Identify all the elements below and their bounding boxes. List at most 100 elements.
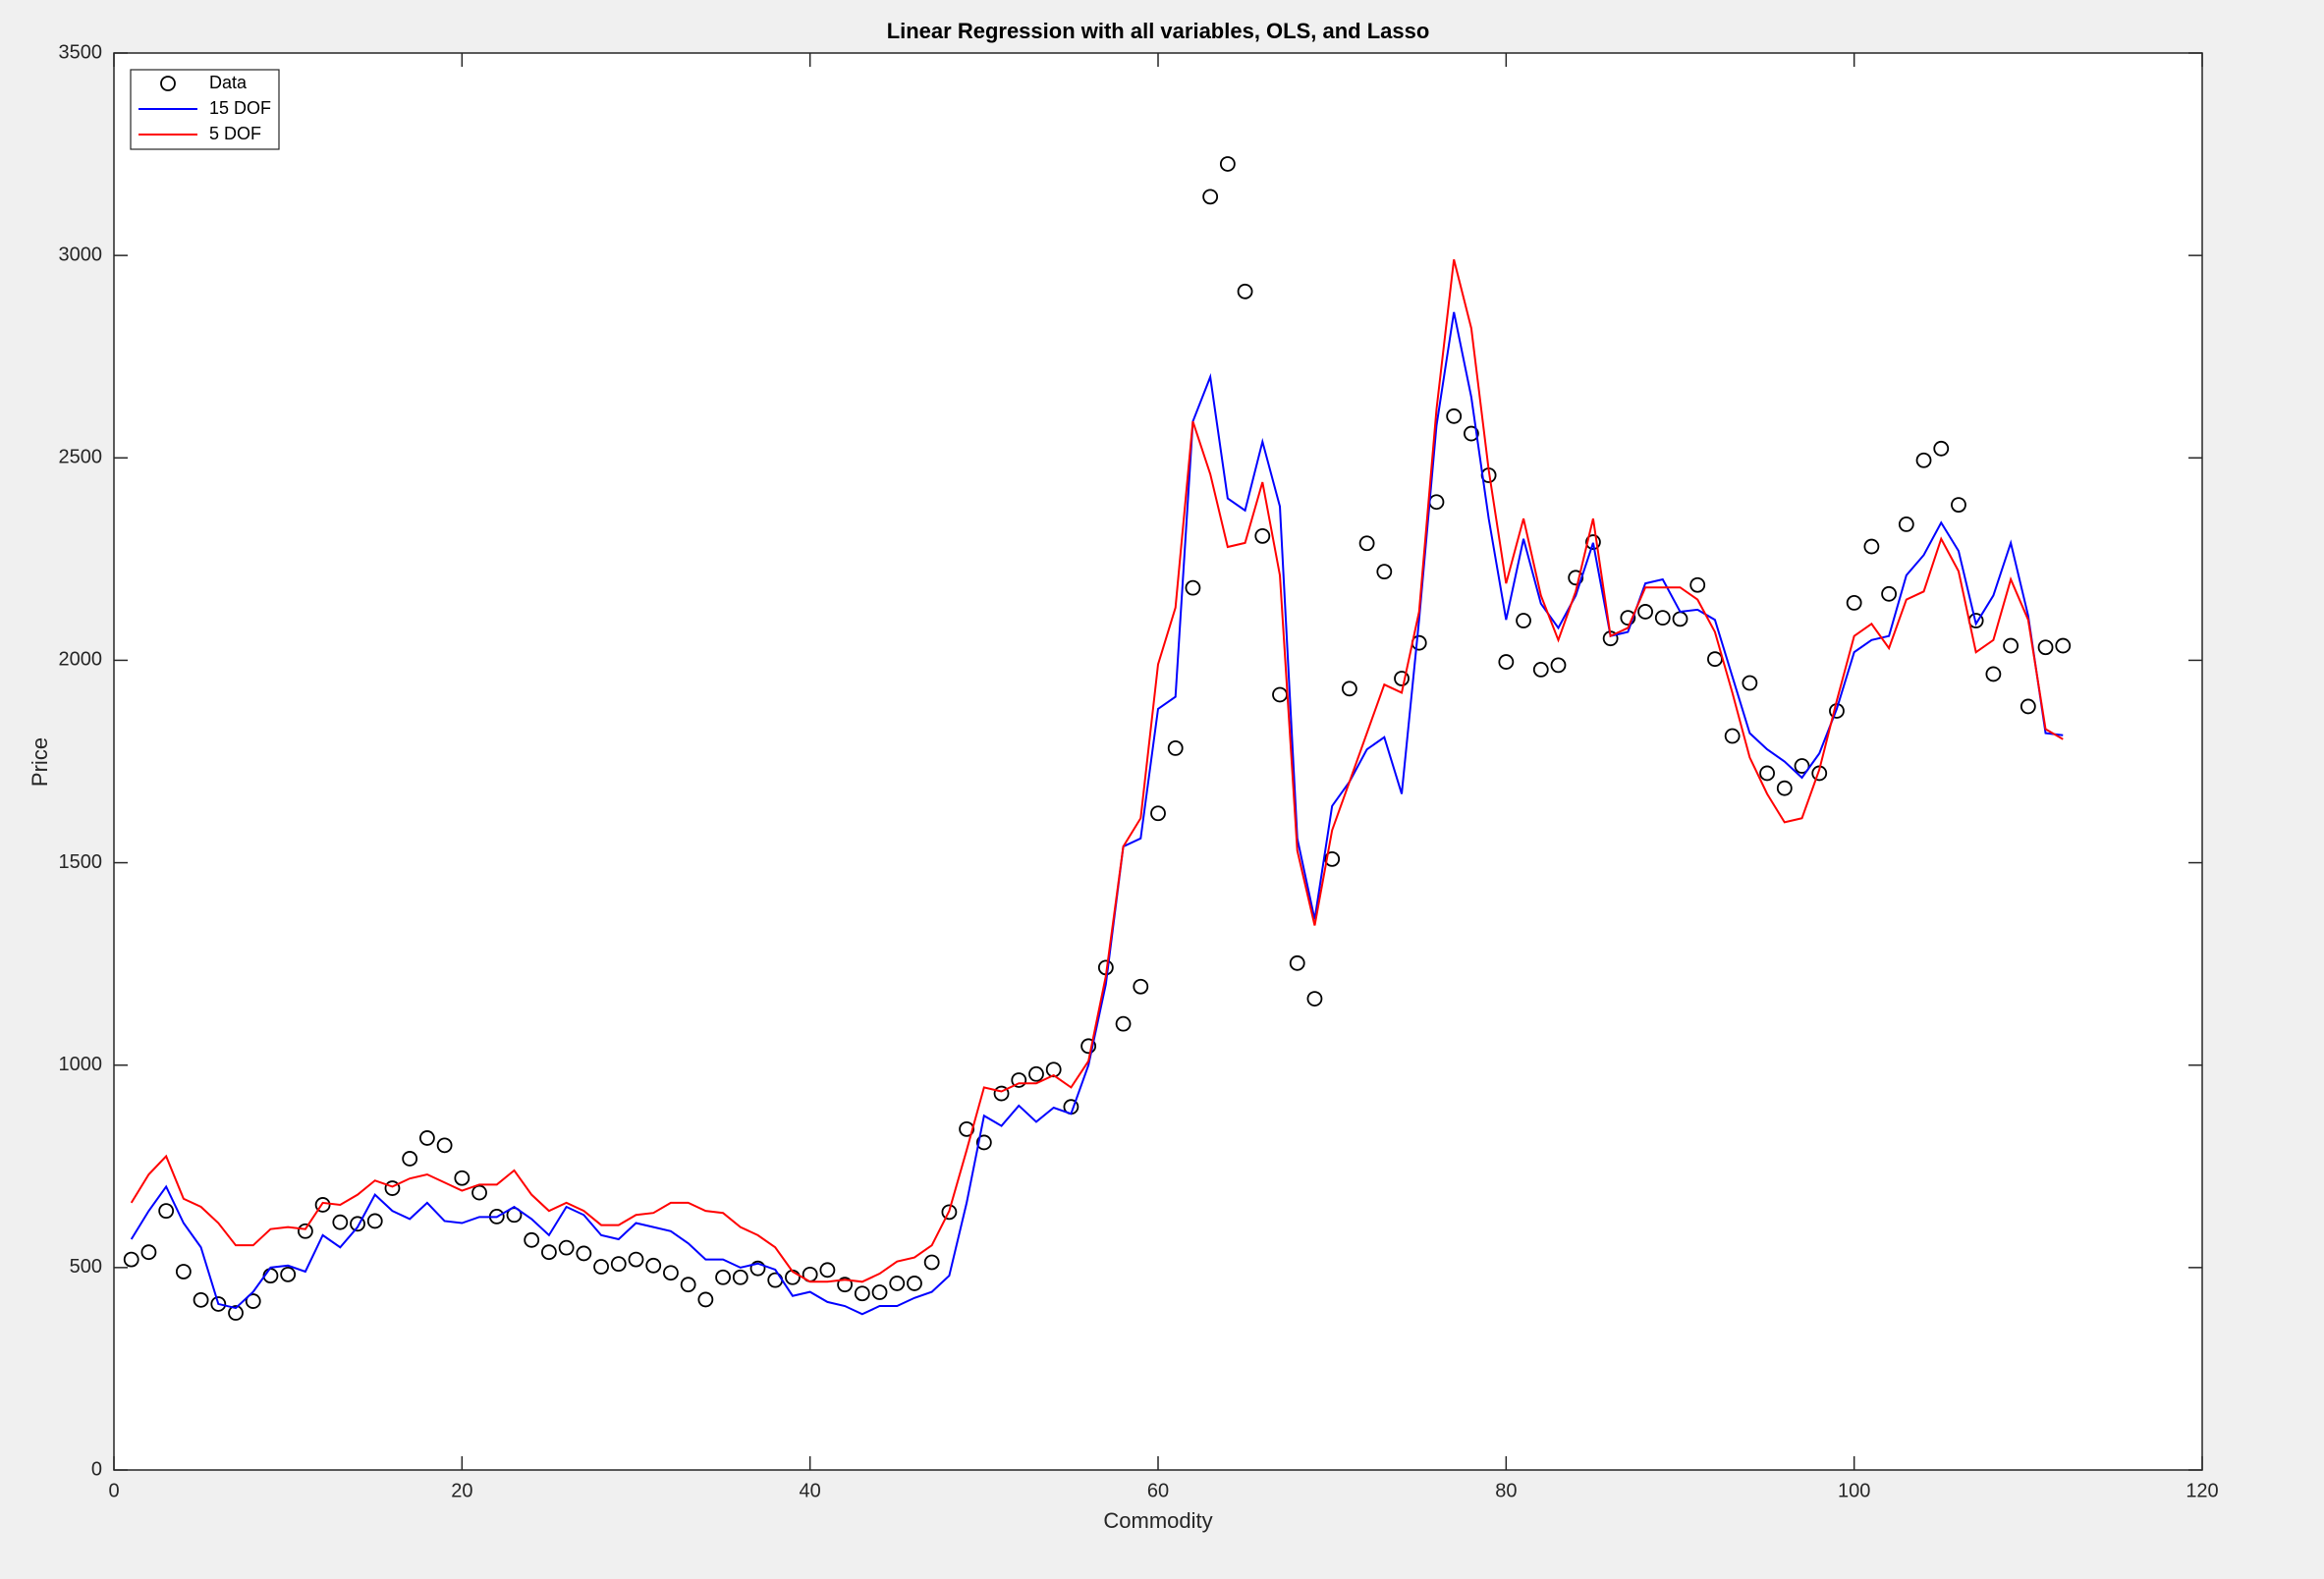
data-point [210,1296,227,1312]
data-point [175,1264,192,1280]
legend-label: 5 DOF [209,124,261,143]
data-point [1358,535,1375,552]
data-point [680,1277,696,1293]
data-point [715,1269,731,1285]
plot-area [114,53,2202,1470]
data-point [1759,765,1775,782]
data-point [1794,758,1810,774]
data-point [1446,408,1463,424]
data-point [558,1239,575,1256]
data-point [1045,1062,1062,1078]
data-point [454,1170,470,1186]
data-point [663,1265,679,1281]
data-point [1550,657,1567,674]
data-point [907,1276,922,1291]
y-tick-label: 500 [70,1256,102,1278]
data-point [1724,728,1741,744]
data-point [1637,604,1653,620]
data-point [524,1231,540,1248]
data-point [593,1259,609,1275]
data-point [1289,954,1305,971]
y-tick-label: 1000 [59,1054,103,1075]
data-point [1028,1065,1044,1082]
data-point [1324,850,1341,867]
data-point [314,1197,331,1213]
data-point [975,1134,992,1151]
data-point [1933,440,1950,457]
data-point [1237,283,1253,299]
data-point [158,1203,175,1220]
x-tick-label: 40 [800,1480,821,1501]
data-point [819,1262,836,1279]
legend-label: 15 DOF [209,98,271,118]
data-point [854,1285,870,1302]
data-point [2055,637,2072,654]
data-point [993,1085,1010,1102]
data-point [366,1213,383,1229]
data-point [732,1269,748,1285]
data-point [941,1204,958,1221]
data-point [923,1254,940,1271]
data-point [1464,425,1479,442]
data-point [1080,1038,1097,1055]
legend: Data 15 DOF 5 DOF [130,69,280,150]
data-point [541,1244,557,1261]
data-point [471,1184,487,1201]
data-point [1585,534,1601,550]
data-point [1150,805,1166,822]
data-point [1776,780,1793,796]
y-tick-label: 3500 [59,41,103,63]
data-point [1219,156,1236,172]
x-tick-label: 100 [1838,1480,1870,1501]
data-point [350,1216,365,1232]
data-point [1863,538,1880,555]
data-point [1202,189,1219,205]
chart-title: Linear Regression with all variables, OL… [887,19,1430,43]
x-tick-label: 0 [108,1480,119,1501]
series-line [130,259,2064,1283]
data-point [2003,637,2020,654]
y-tick-label: 2000 [59,649,103,671]
data-point [280,1266,297,1282]
y-tick-label: 0 [91,1458,102,1480]
x-tick-label: 80 [1495,1480,1517,1501]
data-point [1915,452,1932,468]
data-point [1306,991,1323,1007]
data-point [297,1223,313,1239]
x-tick-label: 60 [1147,1480,1169,1501]
x-tick-label: 20 [451,1480,472,1501]
data-point [1516,613,1531,628]
x-axis-label: Commodity [1103,1508,1212,1533]
legend-symbol [160,76,176,91]
data-point [1532,662,1549,678]
data-point [1498,654,1515,670]
data-point [1951,497,1966,514]
data-point [332,1214,349,1230]
data-point [1881,585,1897,602]
x-tick-label: 120 [2186,1480,2218,1501]
data-point [837,1277,853,1293]
data-point [628,1251,644,1268]
data-point [1742,675,1758,691]
axes-box [113,52,2203,1471]
data-point [1985,666,2002,682]
data-point [245,1293,261,1309]
data-point [1254,527,1271,544]
data-point [2020,698,2036,715]
data-point [506,1207,523,1224]
data-point [1115,1015,1132,1032]
y-tick-label: 3000 [59,244,103,265]
data-point [436,1137,453,1154]
data-point [193,1291,209,1308]
y-tick-label: 1500 [59,851,103,873]
series-line [130,311,2064,1316]
data-point [228,1305,244,1321]
data-point [402,1151,418,1167]
data-point [889,1276,906,1291]
data-point [384,1180,401,1196]
y-axis-label: Price [28,737,52,787]
data-point [1133,978,1149,995]
data-point [1167,739,1184,756]
data-point [1689,576,1706,593]
